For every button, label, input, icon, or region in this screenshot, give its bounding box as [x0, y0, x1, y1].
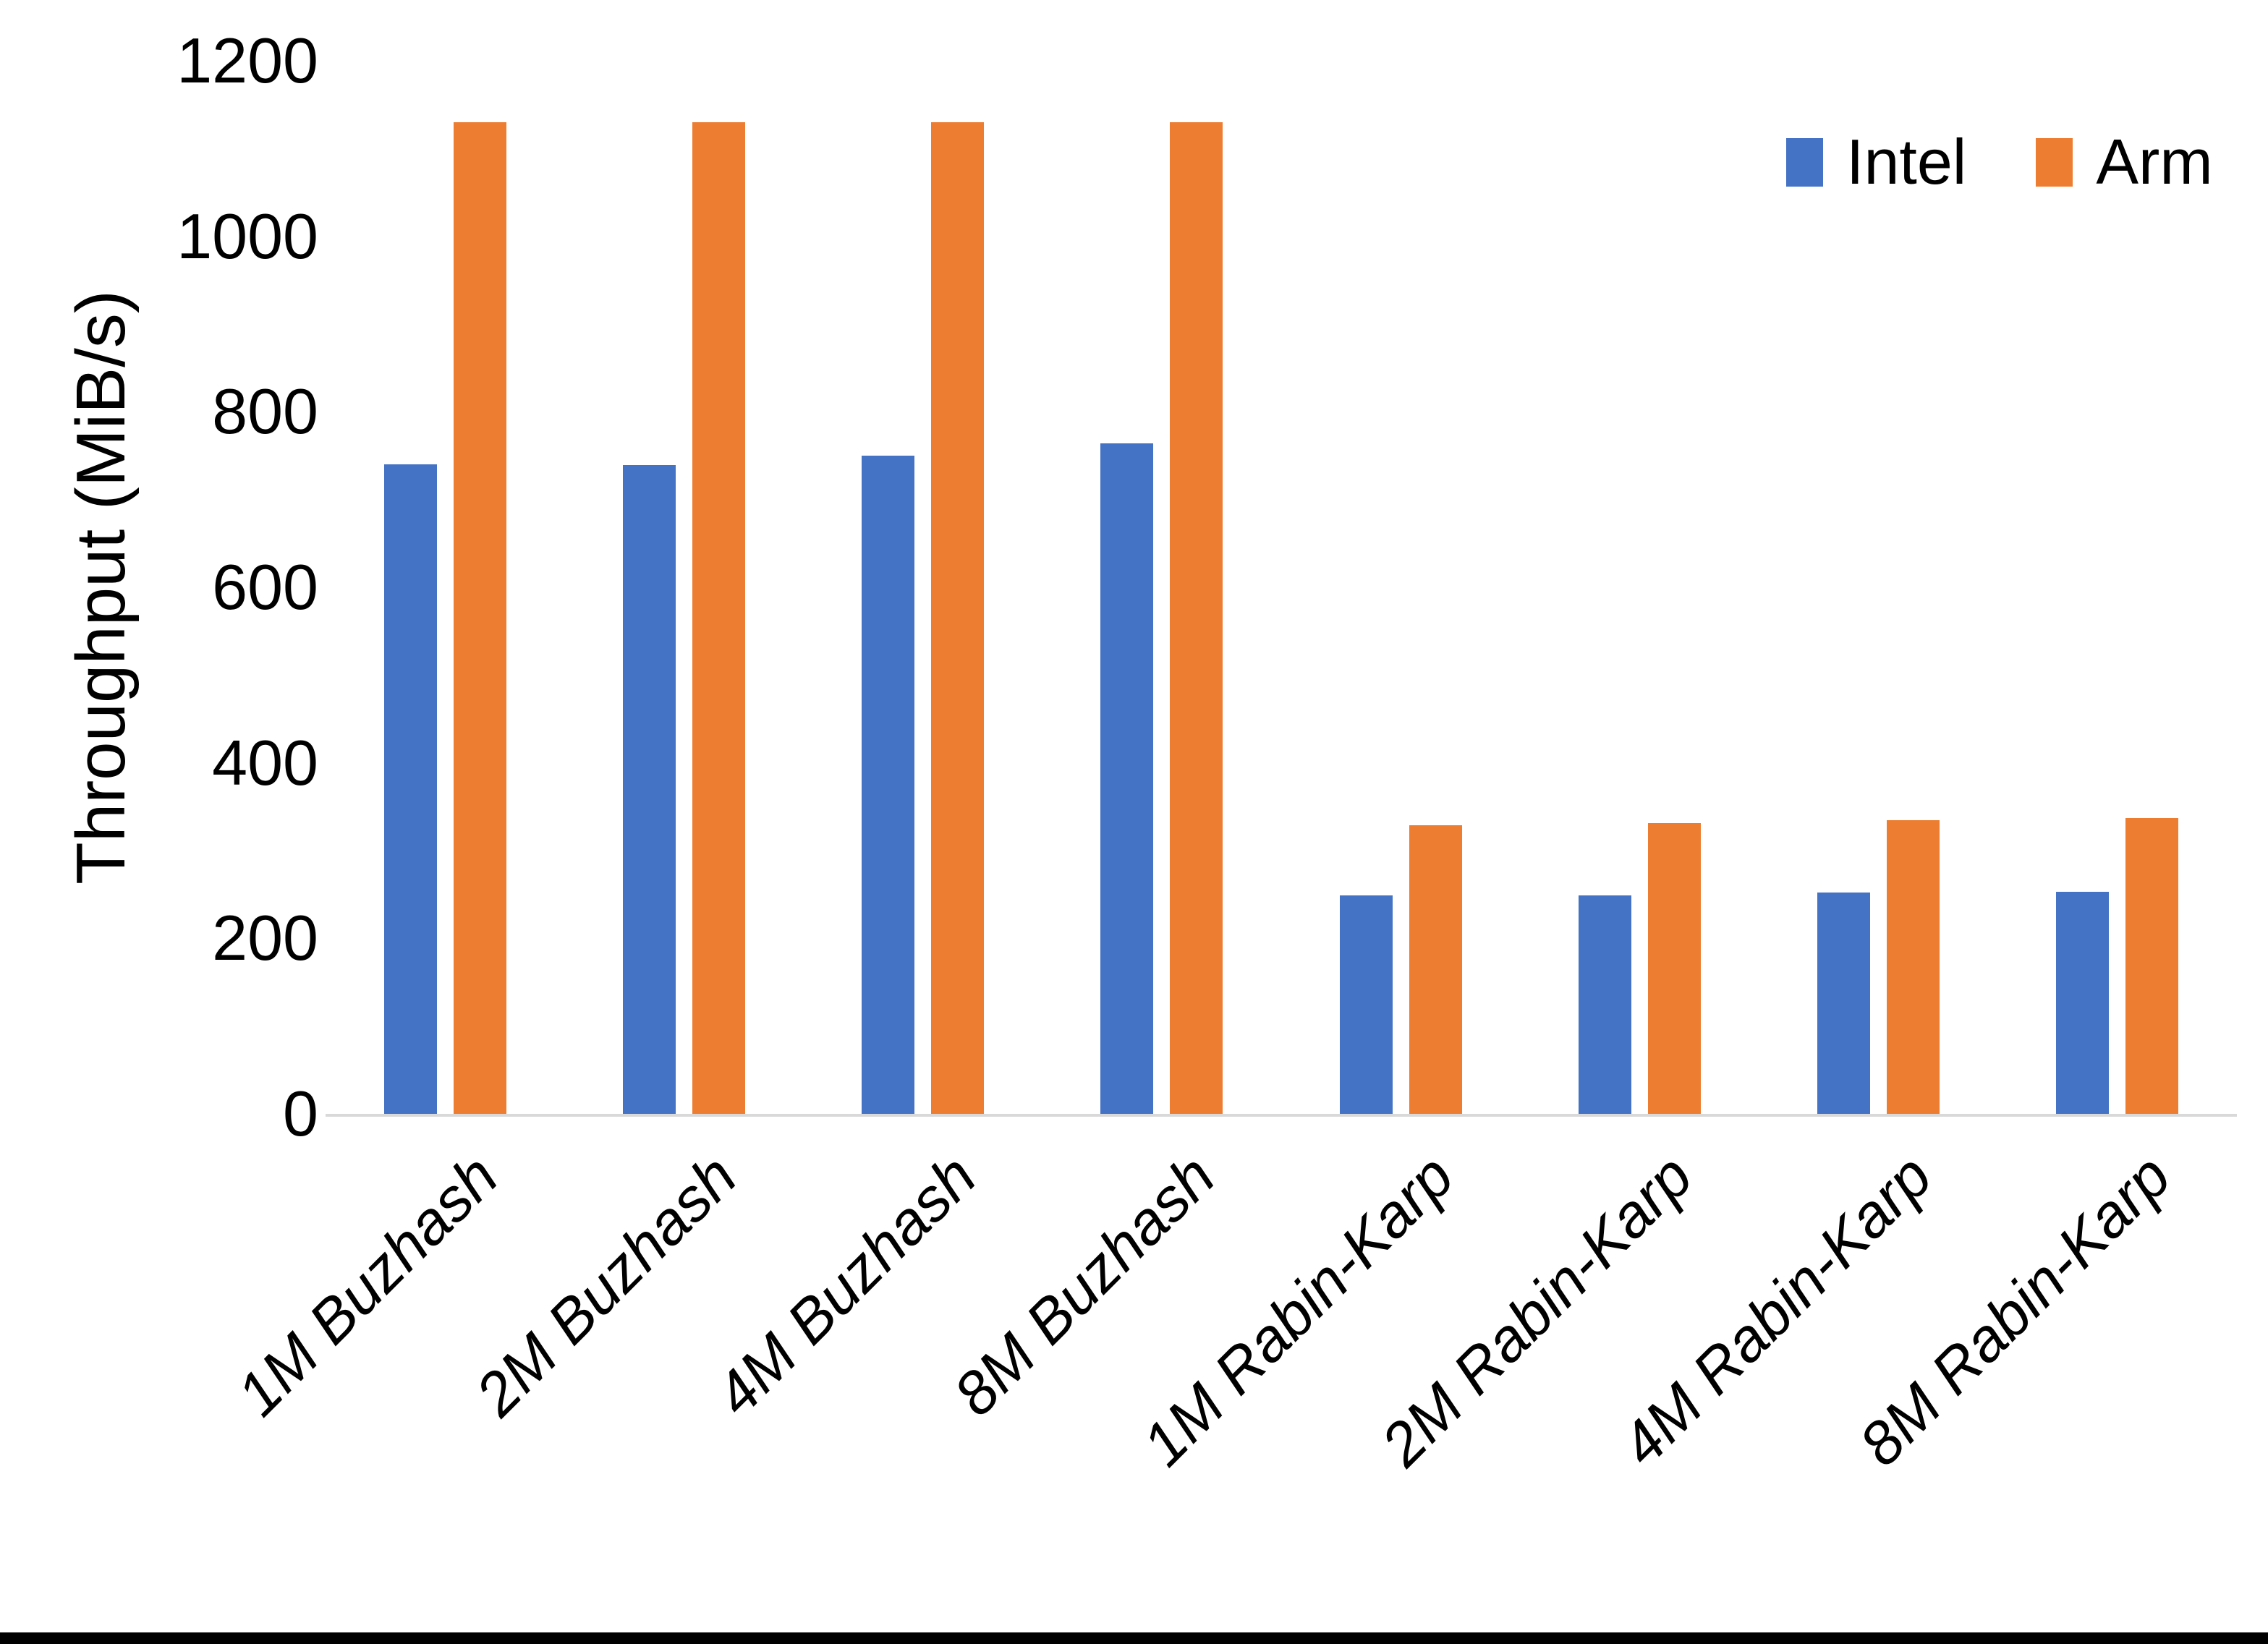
intel-series-swatch [1786, 137, 1823, 187]
y-tick-label-1200: 1200 [177, 25, 318, 96]
bottom-border-bar [0, 1632, 2268, 1644]
bar-intel-1m-buzhash [383, 464, 437, 1114]
bar-intel-2m-rabin-karp [1578, 895, 1631, 1114]
legend-item-arm: Arm [2036, 126, 2213, 197]
y-tick-label-800: 800 [212, 375, 318, 448]
bar-intel-4m-buzhash [862, 456, 915, 1114]
arm-series-swatch [2036, 137, 2073, 187]
bar-intel-4m-rabin-karp [1817, 893, 1871, 1114]
bar-arm-1m-rabin-karp [1409, 825, 1462, 1114]
bar-arm-2m-buzhash [692, 122, 745, 1114]
y-tick-label-400: 400 [212, 726, 318, 798]
y-tick-label-1000: 1000 [177, 200, 318, 272]
bar-arm-8m-buzhash [1170, 122, 1223, 1114]
bar-arm-4m-rabin-karp [1887, 819, 1940, 1114]
legend-label-intel: Intel [1846, 126, 1967, 197]
bar-arm-2m-rabin-karp [1647, 823, 1701, 1114]
bar-intel-8m-rabin-karp [2056, 892, 2110, 1114]
bar-intel-8m-buzhash [1100, 443, 1154, 1114]
y-tick-label-200: 200 [212, 902, 318, 974]
bar-arm-8m-rabin-karp [2125, 818, 2179, 1114]
bar-arm-4m-buzhash [931, 122, 985, 1114]
legend: Intel Arm [1786, 130, 2213, 194]
y-tick-label-0: 0 [283, 1078, 318, 1149]
bar-arm-1m-buzhash [453, 122, 506, 1114]
legend-item-intel: Intel [1786, 130, 1966, 194]
y-tick-label-600: 600 [212, 551, 318, 623]
legend-label-arm: Arm [2096, 126, 2213, 197]
bar-intel-2m-buzhash [622, 465, 676, 1114]
bar-intel-1m-rabin-karp [1339, 895, 1393, 1114]
x-axis-line [326, 1114, 2237, 1117]
